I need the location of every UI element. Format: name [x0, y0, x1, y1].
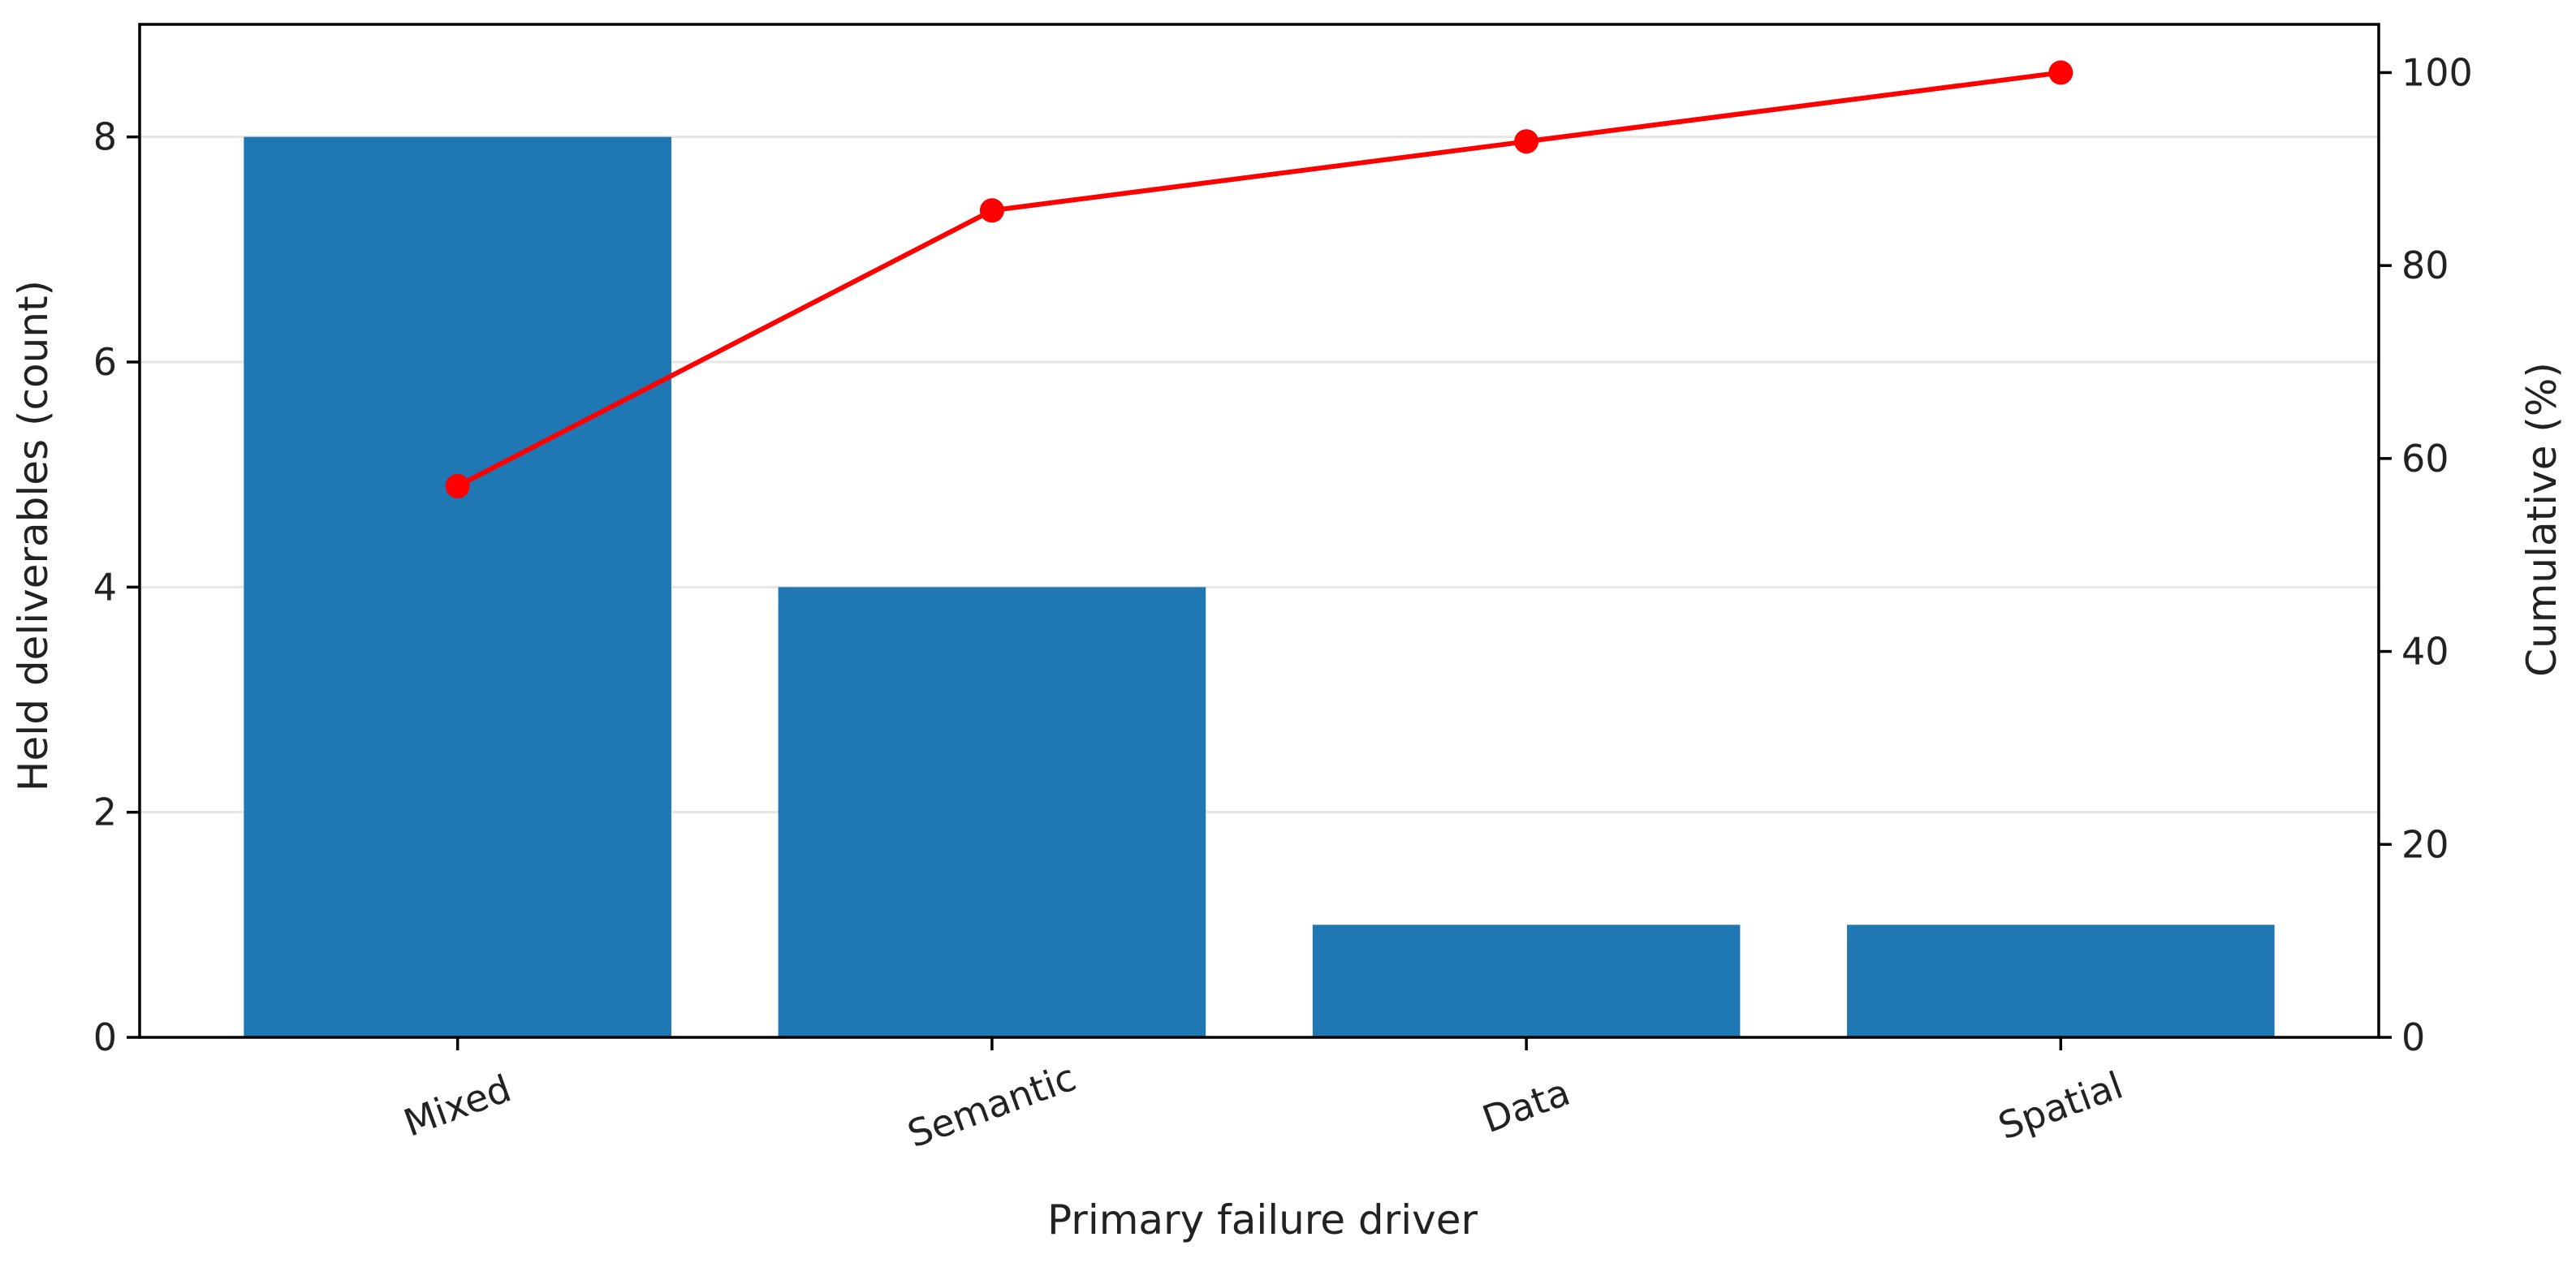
y-tick-label: 8 — [93, 115, 117, 159]
y2-tick-label: 0 — [2401, 1015, 2425, 1059]
y-tick-label: 0 — [93, 1015, 117, 1059]
x-tick-label: Data — [1477, 1070, 1576, 1141]
cumulative-line — [456, 70, 2061, 489]
y2-tick-label: 60 — [2401, 437, 2449, 481]
x-tick-label: Semantic — [902, 1055, 1081, 1157]
bar-layer — [244, 136, 2275, 1038]
plot-frame — [138, 23, 2380, 1039]
y2-axis-title: Cumulative (%) — [2518, 362, 2565, 677]
y2-tick-label: 20 — [2401, 822, 2449, 866]
cumulative-point-data — [1514, 129, 1539, 154]
x-axis-title: Primary failure driver — [1047, 1196, 1478, 1244]
bar-semantic — [778, 587, 1206, 1037]
y2-tick-label: 80 — [2401, 244, 2449, 287]
x-tick-label: Spatial — [1992, 1063, 2128, 1149]
cumulative-point-mixed — [445, 473, 470, 498]
x-tick-label: Mixed — [398, 1066, 516, 1144]
y-tick-label: 2 — [93, 791, 117, 834]
cumulative-point-spatial — [2048, 60, 2073, 85]
cumulative-point-semantic — [979, 198, 1004, 223]
axes-layer — [127, 23, 2392, 1050]
y-tick-label: 4 — [93, 565, 117, 609]
y-axis-title: Held deliverables (count) — [10, 280, 57, 791]
y-tick-label: 6 — [93, 340, 117, 384]
bar-data — [1312, 925, 1741, 1037]
bar-spatial — [1847, 925, 2275, 1037]
line-layer — [445, 60, 2073, 498]
bar-mixed — [244, 136, 671, 1038]
y2-tick-label: 100 — [2401, 50, 2473, 94]
y2-tick-label: 40 — [2401, 630, 2449, 674]
